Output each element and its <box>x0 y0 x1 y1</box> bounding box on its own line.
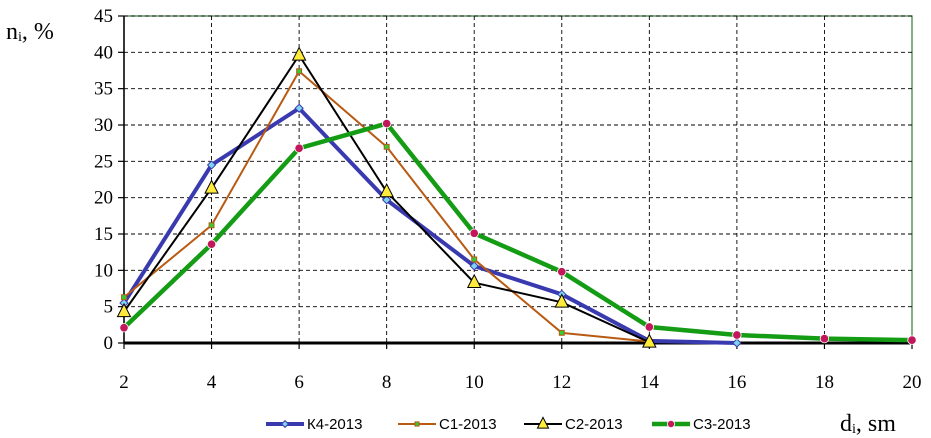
series-line <box>122 121 913 343</box>
data-point <box>471 256 478 263</box>
y-tick-label: 10 <box>94 260 113 281</box>
y-tick-label: 30 <box>94 115 113 136</box>
legend-marker <box>280 419 290 429</box>
data-point <box>732 330 742 340</box>
x-tick-label: 10 <box>465 372 484 393</box>
data-point <box>732 338 742 348</box>
data-point <box>381 195 392 205</box>
series-4 <box>119 118 917 345</box>
data-point <box>206 160 217 170</box>
data-point <box>119 323 129 333</box>
legend-label: К4-2013 <box>307 416 362 433</box>
y-tick-label: 45 <box>94 6 113 27</box>
data-point <box>907 335 917 345</box>
y-axis-title: nᵢ, % <box>6 19 54 45</box>
legend-item: С2-2013 <box>524 416 623 433</box>
y-tick-label: 0 <box>104 333 114 354</box>
data-point <box>379 182 394 198</box>
x-tick-label: 20 <box>903 372 922 393</box>
data-point <box>558 329 565 336</box>
data-point <box>819 333 830 344</box>
y-tick-label: 20 <box>94 188 113 209</box>
tick-labels: 0 5 10 15 20 25 30 35 40 45 2 4 6 8 10 12 14 16 18 20 <box>94 6 922 393</box>
legend-item: С3-2013 <box>652 416 751 433</box>
data-point <box>642 333 657 348</box>
x-axis-title: dᵢ, sm <box>840 411 896 437</box>
data-point <box>469 261 479 271</box>
legend-item: С1-2013 <box>398 416 497 433</box>
plot-border <box>123 15 913 344</box>
legend-marker <box>536 416 550 429</box>
y-tick-label: 15 <box>94 224 113 245</box>
legend-label: С3-2013 <box>693 416 751 433</box>
data-point <box>382 118 392 129</box>
legend-item: К4-2013 <box>266 416 362 433</box>
x-tick-label: 14 <box>640 372 660 393</box>
x-tick-label: 16 <box>727 372 746 393</box>
plot-area <box>123 15 913 344</box>
data-point <box>296 68 303 75</box>
x-tick-label: 2 <box>119 372 129 393</box>
y-tick-label: 35 <box>94 79 113 100</box>
data-point <box>469 228 479 238</box>
x-tick-label: 6 <box>294 372 304 393</box>
legend-marker <box>414 421 420 427</box>
grid-lines <box>124 15 912 343</box>
data-point <box>557 267 567 277</box>
data-point <box>291 46 307 61</box>
data-point <box>204 179 219 194</box>
x-tick-label: 12 <box>552 372 571 393</box>
x-tick-label: 8 <box>382 372 392 393</box>
legend-marker <box>666 419 676 429</box>
data-point <box>116 302 132 318</box>
data-point <box>383 143 390 150</box>
y-tick-label: 5 <box>104 297 114 318</box>
y-tick-label: 25 <box>94 151 113 172</box>
data-point <box>554 293 570 308</box>
data-point <box>294 143 304 153</box>
series-3 <box>116 46 657 348</box>
data-point <box>206 239 217 249</box>
data-point <box>208 222 215 229</box>
data-point <box>644 322 654 332</box>
x-tick-label: 18 <box>815 372 834 393</box>
data-point <box>121 294 127 301</box>
legend-label: С2-2013 <box>565 416 623 433</box>
series-line <box>122 106 737 345</box>
legend-label: С1-2013 <box>439 416 497 433</box>
axes <box>118 15 913 349</box>
legend: К4-2013 С1-2013 С2-2013 С3-2013 <box>266 416 751 433</box>
x-tick-label: 4 <box>207 372 217 393</box>
data-point <box>466 273 482 289</box>
series-lines <box>116 46 917 348</box>
y-tick-label: 40 <box>94 42 113 63</box>
data-point <box>294 103 304 113</box>
